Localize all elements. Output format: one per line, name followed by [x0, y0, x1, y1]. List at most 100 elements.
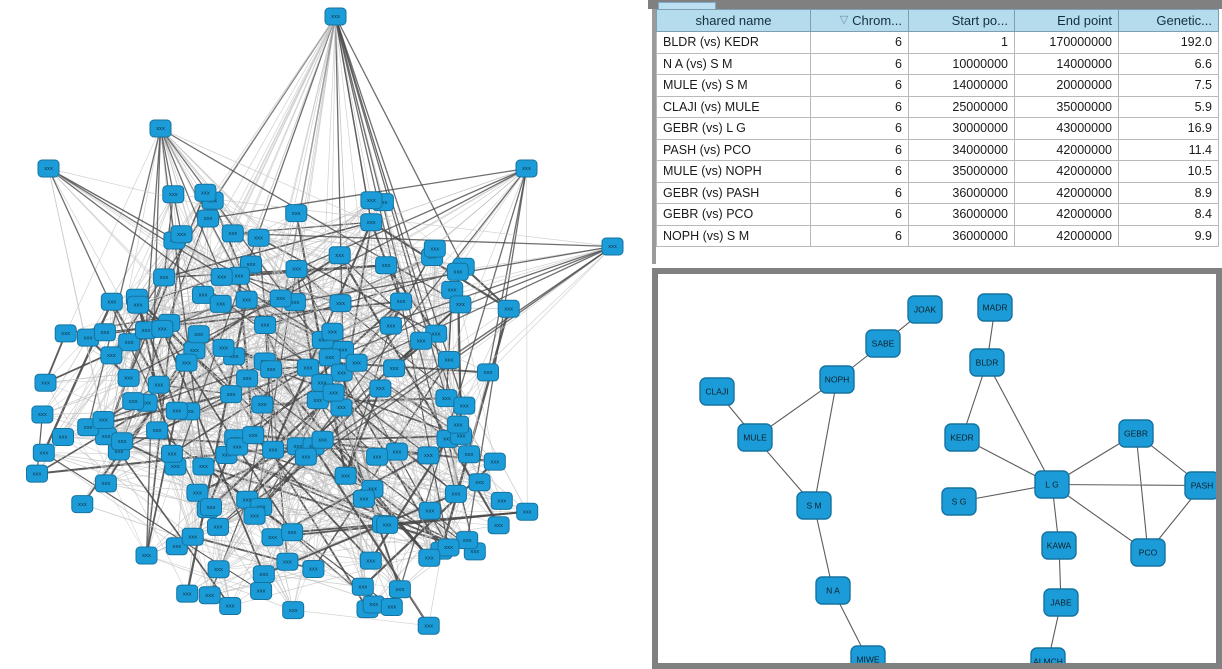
network-node[interactable]: XXX [417, 616, 440, 635]
network-node[interactable]: XXX [187, 325, 210, 344]
table-row[interactable]: MULE (vs) S M 6 14000000 20000000 7.5 [656, 74, 1219, 97]
network-node[interactable]: XXX [321, 322, 344, 341]
subnetwork-node[interactable]: ALMCH [1030, 647, 1066, 663]
network-node[interactable]: XXX [71, 495, 94, 514]
network-node[interactable]: XXX [423, 239, 446, 258]
node-shape[interactable] [243, 506, 266, 525]
network-node[interactable]: XXX [236, 369, 259, 388]
node-shape[interactable] [1041, 531, 1077, 560]
network-node[interactable]: XXX [100, 292, 123, 311]
network-node[interactable]: XXX [170, 225, 193, 244]
network-node[interactable]: XXX [162, 185, 185, 204]
network-node[interactable]: XXX [444, 484, 467, 503]
node-shape[interactable] [322, 383, 345, 402]
node-shape[interactable] [118, 333, 141, 352]
network-node[interactable]: XXX [281, 523, 304, 542]
node-shape[interactable] [111, 432, 134, 451]
node-shape[interactable] [250, 582, 273, 600]
subnetwork-edge[interactable] [986, 362, 1053, 485]
node-shape[interactable] [423, 239, 446, 258]
node-shape[interactable] [127, 295, 149, 314]
network-node[interactable]: XXX [261, 528, 284, 547]
network-node[interactable]: XXX [334, 466, 357, 485]
node-shape[interactable] [197, 209, 220, 228]
network-node[interactable]: XXX [186, 483, 209, 502]
column-header-chromosome[interactable]: ▽ Chrom... [810, 9, 909, 32]
node-shape[interactable] [487, 516, 510, 535]
node-shape[interactable] [453, 396, 476, 415]
subnetwork-node[interactable]: BLDR [969, 348, 1005, 377]
network-node[interactable]: XXX [200, 498, 222, 517]
node-shape[interactable] [311, 430, 334, 449]
node-shape[interactable] [490, 491, 513, 510]
network-node[interactable]: XXX [458, 445, 480, 464]
node-shape[interactable] [345, 353, 368, 372]
node-shape[interactable] [207, 517, 229, 536]
node-shape[interactable] [285, 204, 308, 223]
node-shape[interactable] [477, 363, 499, 382]
node-shape[interactable] [34, 373, 57, 392]
network-node[interactable]: XXX [380, 598, 403, 616]
network-node[interactable]: XXX [601, 237, 624, 256]
network-node[interactable]: XXX [483, 452, 506, 471]
node-shape[interactable] [219, 597, 242, 615]
network-node[interactable]: XXX [359, 551, 382, 570]
node-shape[interactable] [1118, 419, 1154, 448]
network-node[interactable]: XXX [487, 516, 510, 535]
node-shape[interactable] [321, 322, 344, 341]
network-node[interactable]: XXX [435, 389, 458, 408]
network-node[interactable]: XXX [198, 586, 221, 605]
table-row[interactable]: CLAJI (vs) MULE 6 25000000 35000000 5.9 [656, 95, 1219, 118]
node-shape[interactable] [1034, 470, 1070, 499]
node-shape[interactable] [328, 246, 351, 265]
table-row[interactable]: N A (vs) S M 6 10000000 14000000 6.6 [656, 52, 1219, 75]
network-node[interactable]: XXX [410, 331, 433, 350]
network-node[interactable]: XXX [437, 538, 460, 557]
node-shape[interactable] [192, 457, 215, 476]
network-node[interactable]: XXX [122, 392, 145, 411]
node-shape[interactable] [390, 292, 413, 311]
network-node[interactable]: XXX [221, 224, 244, 243]
network-node[interactable]: XXX [379, 316, 402, 335]
node-shape[interactable] [380, 598, 403, 616]
network-node[interactable]: XXX [94, 474, 117, 493]
network-node[interactable]: XXX [446, 262, 469, 281]
network-node[interactable]: XXX [351, 577, 374, 596]
network-node[interactable]: XXX [207, 560, 230, 579]
network-node[interactable]: XXX [165, 401, 188, 420]
node-shape[interactable] [379, 316, 402, 335]
network-node[interactable]: XXX [468, 473, 491, 492]
node-shape[interactable] [194, 183, 217, 202]
network-node[interactable]: XXX [296, 358, 319, 377]
node-shape[interactable] [497, 299, 520, 318]
node-shape[interactable] [236, 369, 259, 388]
node-shape[interactable] [247, 228, 270, 247]
network-node[interactable]: XXX [447, 415, 470, 434]
node-shape[interactable] [37, 159, 60, 178]
node-shape[interactable] [146, 421, 169, 440]
node-shape[interactable] [376, 515, 399, 534]
network-node[interactable]: XXX [262, 440, 285, 459]
network-node[interactable]: XXX [383, 359, 406, 378]
network-node[interactable]: XXX [100, 346, 123, 365]
network-node[interactable]: XXX [250, 582, 273, 600]
network-node[interactable]: XXX [118, 333, 141, 352]
node-shape[interactable] [100, 346, 123, 365]
subnetwork-node[interactable]: NOPH [819, 365, 855, 394]
network-node[interactable]: XXX [362, 595, 385, 614]
active-tab-indicator[interactable] [658, 2, 716, 9]
node-shape[interactable] [796, 491, 832, 520]
network-node[interactable]: XXX [477, 363, 499, 382]
node-shape[interactable] [302, 560, 325, 578]
node-shape[interactable] [352, 489, 375, 508]
table-row[interactable]: GEBR (vs) L G 6 30000000 43000000 16.9 [656, 117, 1219, 140]
subnetwork-node[interactable]: S G [941, 487, 977, 516]
node-shape[interactable] [329, 294, 352, 313]
node-shape[interactable] [815, 576, 851, 605]
network-node[interactable]: XXX [322, 383, 345, 402]
network-node[interactable]: XXX [260, 360, 283, 379]
network-node[interactable]: XXX [515, 159, 538, 178]
network-node[interactable]: XXX [418, 501, 441, 520]
node-shape[interactable] [221, 224, 244, 243]
node-shape[interactable] [71, 495, 94, 514]
